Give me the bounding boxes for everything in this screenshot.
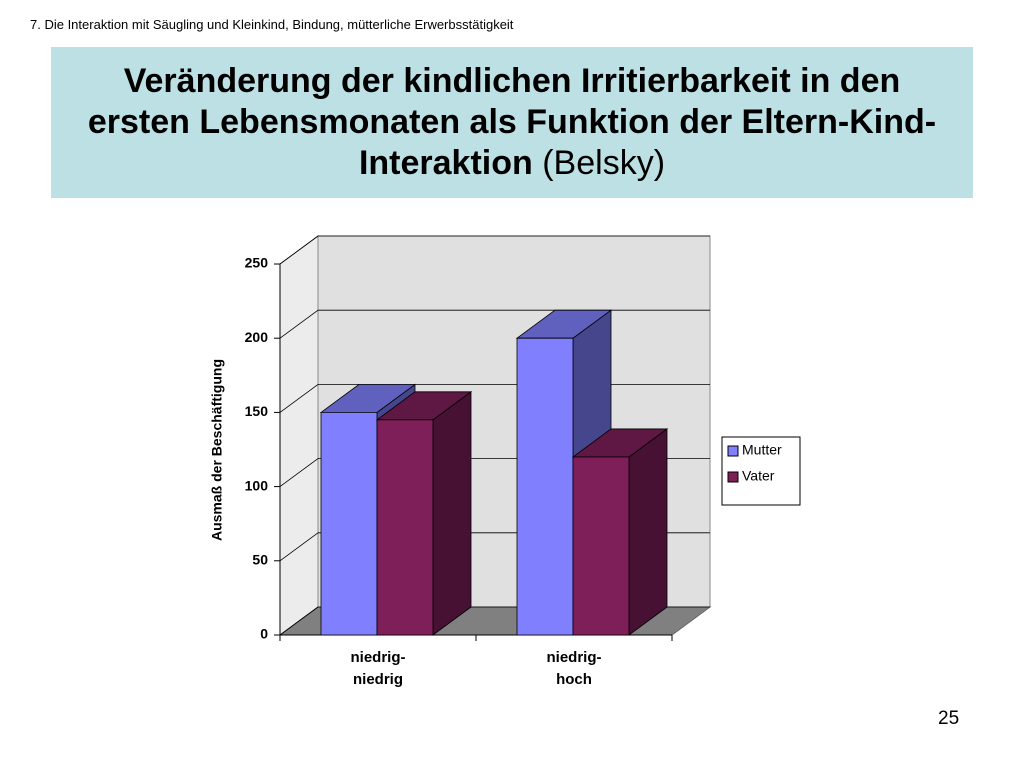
header: 7. Die Interaktion mit Säugling und Klei…: [30, 17, 514, 32]
y-tick-label: 200: [245, 329, 269, 345]
grid-line: [279, 309, 319, 339]
y-tick-label: 0: [260, 626, 268, 642]
grid-line: [279, 384, 319, 413]
page-number: 25: [938, 708, 960, 729]
y-axis-label: Ausmaß der Beschäftigung: [209, 359, 225, 541]
bar-side: [628, 428, 668, 636]
side-wall: [279, 235, 319, 636]
legend-swatch: [727, 471, 739, 483]
x-tick-label: niedrig- hoch: [546, 649, 602, 688]
title-source: (Belsky): [542, 144, 666, 182]
y-tick-label: 150: [245, 403, 269, 419]
bar: [516, 337, 574, 636]
title: Veränderung der kindlichen Irritierbarke…: [87, 62, 937, 182]
y-tick-label: 50: [252, 552, 268, 568]
y-tick-label: 250: [245, 255, 269, 271]
bar: [572, 456, 630, 636]
legend-label: Mutter: [742, 442, 782, 458]
legend-label: Vater: [742, 468, 775, 484]
grid-line: [279, 606, 319, 636]
y-tick-label: 100: [245, 477, 269, 493]
bar: [320, 411, 378, 636]
grid-line: [279, 235, 319, 265]
grid-line: [279, 532, 319, 562]
title-box: Veränderung der kindlichen Irritierbarke…: [51, 47, 973, 198]
x-tick-label: niedrig- niedrig: [350, 649, 406, 688]
legend-swatch: [727, 445, 739, 457]
bar-side: [432, 391, 472, 636]
grid-line: [279, 458, 319, 487]
bar: [376, 419, 434, 636]
